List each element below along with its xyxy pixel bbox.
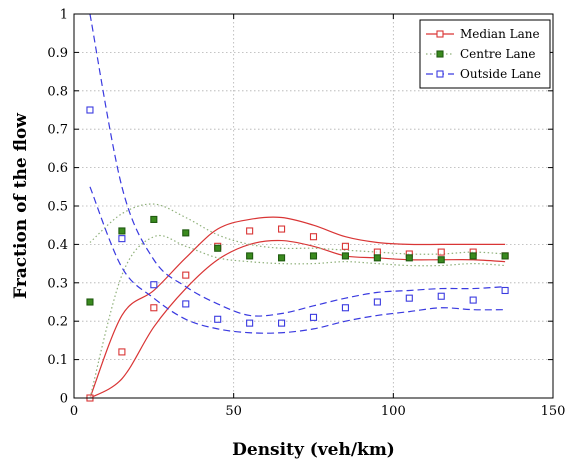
median-lane-marker (150, 304, 158, 312)
median-lane-marker (278, 225, 286, 233)
median-lane-marker (246, 227, 254, 235)
centre-lane-marker (469, 252, 477, 260)
y-tick-label: 0 (60, 392, 68, 407)
y-tick-label: 0.3 (47, 276, 68, 291)
legend-marker-median-lane (436, 30, 444, 38)
y-tick-label: 0.9 (47, 46, 68, 61)
grid (74, 14, 553, 398)
y-tick-label: 0.2 (47, 315, 68, 330)
legend-label-centre-lane: Centre Lane (460, 47, 535, 61)
outside-lane-marker (437, 292, 445, 300)
centre-lane-marker (501, 252, 509, 260)
centre-lane-band-upper-line (89, 203, 506, 255)
outside-lane-marker (278, 319, 286, 327)
y-tick-label: 0.4 (47, 238, 68, 253)
centre-lane-marker (118, 227, 126, 235)
centre-lane-marker (405, 254, 413, 262)
centre-lane-marker (182, 229, 190, 237)
y-axis-label: Fraction of the flow (11, 113, 31, 299)
centre-lane-marker (214, 244, 222, 252)
legend: Median Lane Centre Lane Outside Lane (419, 19, 551, 89)
centre-lane-marker (341, 252, 349, 260)
centre-lane-marker (309, 252, 318, 260)
legend-label-median-lane: Median Lane (460, 27, 540, 41)
outside-lane-band-upper-line (89, 14, 506, 317)
legend-label-outside-lane: Outside Lane (460, 67, 541, 81)
outside-lane-marker (214, 315, 222, 323)
outside-lane-marker (246, 319, 254, 327)
outside-lane-marker (182, 300, 190, 308)
median-lane-band-lower-line (89, 239, 506, 398)
outside-lane-marker (118, 235, 126, 243)
outside-lane-marker (341, 304, 349, 312)
median-lane-marker (437, 248, 445, 256)
median-lane-marker (182, 271, 190, 279)
median-lane-marker (341, 242, 349, 250)
centre-lane-marker (246, 252, 254, 260)
outside-lane-marker (150, 281, 158, 289)
outside-lane-marker (86, 106, 94, 114)
centre-lane-marker (150, 215, 158, 223)
outside-lane-marker (373, 298, 381, 306)
x-tick-label: 0 (70, 404, 78, 419)
y-tick-label: 0.8 (47, 84, 68, 99)
y-tick-label: 0.5 (47, 200, 68, 215)
centre-lane-marker (86, 298, 94, 306)
centre-lane-marker (373, 254, 381, 262)
x-tick-label: 50 (225, 404, 242, 419)
median-lane-marker (373, 248, 381, 256)
centre-lane-marker (278, 254, 286, 262)
median-lane-band-upper-line (89, 216, 506, 398)
median-lane-marker (118, 348, 126, 356)
outside-lane-marker (501, 286, 509, 295)
x-tick-label: 100 (381, 404, 406, 419)
y-tick-label: 0.6 (47, 161, 68, 176)
centre-lane-marker (437, 256, 445, 264)
x-axis-label: Density (veh/km) (232, 440, 395, 460)
x-tick-label: 150 (541, 404, 566, 419)
y-tick-label: 1 (60, 8, 68, 23)
series-markers (86, 106, 509, 402)
median-lane-marker (309, 233, 318, 241)
outside-lane-band-lower-line (89, 186, 506, 334)
legend-marker-centre-lane (436, 50, 444, 58)
outside-lane-marker (309, 313, 318, 321)
y-tick-label: 0.1 (47, 353, 68, 368)
y-tick-label: 0.7 (47, 123, 68, 138)
legend-marker-outside-lane (436, 70, 444, 78)
outside-lane-marker (469, 296, 477, 304)
outside-lane-marker (405, 294, 413, 302)
